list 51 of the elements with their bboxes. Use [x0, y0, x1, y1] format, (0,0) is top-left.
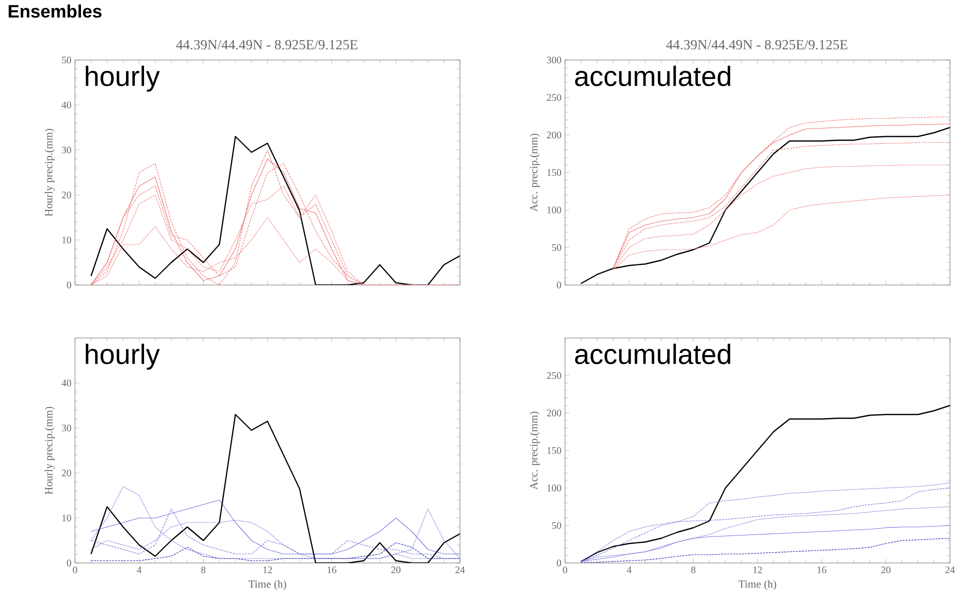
- x-tick-label: 12: [263, 566, 272, 574]
- annotation: hourly: [86, 344, 160, 370]
- y-tick-label: 50: [62, 56, 72, 64]
- x-tick-label: 4: [626, 566, 632, 574]
- annotation: accumulated: [575, 66, 730, 86]
- x-tick-label: 0: [72, 566, 78, 574]
- x-tick-label: 16: [818, 566, 826, 574]
- x-tick-label: 8: [201, 566, 206, 574]
- x-axis-title: Time (h): [738, 580, 776, 590]
- x-tick-label: 8: [691, 566, 696, 574]
- y-tick-label: 250: [546, 372, 562, 379]
- chart-subtitle: 44.39N/44.49N - 8.925E/9.125E: [666, 40, 848, 50]
- y-axis-title: Hourly precip.(mm): [44, 406, 55, 494]
- y-tick-label: 0: [66, 282, 72, 288]
- y-tick-label: 0: [556, 282, 562, 288]
- x-tick-label: 16: [328, 566, 336, 574]
- y-tick-label: 150: [547, 169, 562, 176]
- y-tick-label: 50: [552, 244, 562, 251]
- y-tick-label: 10: [62, 236, 72, 244]
- y-tick-label: 100: [547, 206, 562, 214]
- y-tick-label: 250: [546, 94, 562, 101]
- y-tick-label: 40: [62, 380, 72, 386]
- y-tick-label: 0: [66, 560, 72, 566]
- x-tick-label: 0: [562, 566, 568, 574]
- y-axis-title: Acc. precip.(mm): [530, 412, 540, 490]
- y-tick-label: 150: [547, 447, 562, 454]
- y-axis-title: Hourly precip.(mm): [44, 128, 55, 216]
- x-tick-label: 4: [136, 566, 142, 574]
- x-tick-label: 20: [391, 566, 400, 574]
- x-tick-label: 24: [455, 566, 465, 574]
- x-tick-label: 20: [881, 566, 890, 574]
- y-tick-label: 0: [556, 560, 562, 566]
- y-tick-label: 20: [62, 470, 72, 476]
- y-tick-label: 30: [62, 424, 72, 432]
- y-tick-label: 200: [546, 410, 562, 416]
- y-tick-label: 20: [62, 192, 72, 198]
- chart-subtitle: 44.39N/44.49N - 8.925E/9.125E: [176, 40, 358, 50]
- annotation: hourly: [86, 66, 160, 92]
- y-tick-label: 40: [62, 102, 72, 108]
- x-tick-label: 24: [945, 566, 955, 574]
- annotation: accumulated: [575, 344, 730, 364]
- y-axis-title: Acc. precip.(mm): [530, 134, 540, 212]
- y-tick-label: 300: [547, 56, 562, 64]
- y-tick-label: 100: [547, 484, 562, 492]
- y-tick-label: 30: [62, 146, 72, 154]
- x-axis-title: Time (h): [248, 580, 286, 590]
- x-tick-label: 12: [753, 566, 762, 574]
- y-tick-label: 50: [552, 522, 562, 529]
- y-tick-label: 200: [546, 132, 562, 138]
- chart-title: Ensembles: [8, 4, 102, 18]
- y-tick-label: 10: [62, 514, 72, 522]
